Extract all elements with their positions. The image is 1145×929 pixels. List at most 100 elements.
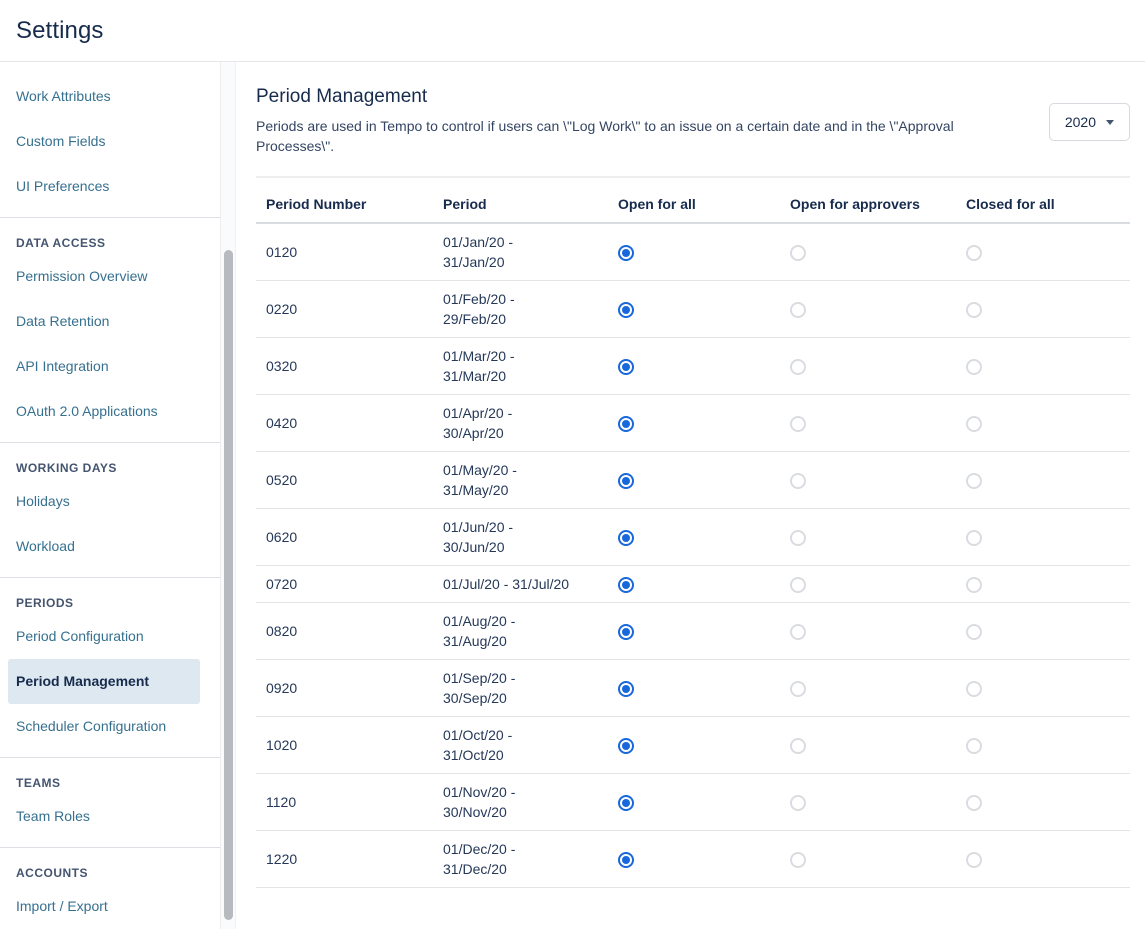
open-for-approvers-radio[interactable] <box>790 852 806 869</box>
table-row: 0520 01/May/20 - 31/May/20 <box>256 451 1130 509</box>
open-for-approvers-radio[interactable] <box>790 473 806 490</box>
column-header-closed-for-all: Closed for all <box>956 177 1130 224</box>
open-for-approvers-cell <box>780 659 956 717</box>
sidebar-item-oauth-2-0-applications[interactable]: OAuth 2.0 Applications <box>16 403 158 419</box>
closed-for-all-radio[interactable] <box>966 416 982 433</box>
open-for-approvers-cell <box>780 337 956 395</box>
table-row: 1220 01/Dec/20 - 31/Dec/20 <box>256 830 1130 888</box>
period-dates-cell: 01/Sep/20 - 30/Sep/20 <box>433 659 608 717</box>
open-for-all-cell <box>608 451 780 509</box>
sidebar-item-period-management[interactable]: Period Management <box>8 659 200 704</box>
sidebar-item-import-export[interactable]: Import / Export <box>16 898 108 914</box>
periods-table-head: Period Number Period Open for all Open f… <box>256 177 1130 224</box>
open-for-approvers-radio[interactable] <box>790 530 806 547</box>
year-select[interactable]: 2020 <box>1048 103 1130 141</box>
sidebar-item-data-retention[interactable]: Data Retention <box>16 313 110 329</box>
sidebar-item-work-attributes[interactable]: Work Attributes <box>16 88 111 104</box>
open-for-all-radio[interactable] <box>618 577 634 594</box>
open-for-all-radio[interactable] <box>618 473 634 490</box>
open-for-all-radio[interactable] <box>618 852 634 869</box>
open-for-all-cell <box>608 659 780 717</box>
open-for-approvers-cell <box>780 451 956 509</box>
period-number-cell: 0720 <box>256 565 433 603</box>
closed-for-all-cell <box>956 394 1130 452</box>
open-for-approvers-cell <box>780 773 956 831</box>
table-row: 0220 01/Feb/20 - 29/Feb/20 <box>256 280 1130 338</box>
sidebar-scrollbar-track[interactable] <box>220 62 236 929</box>
closed-for-all-radio[interactable] <box>966 245 982 262</box>
closed-for-all-radio[interactable] <box>966 473 982 490</box>
period-dates-cell: 01/Apr/20 - 30/Apr/20 <box>433 394 608 452</box>
open-for-all-radio[interactable] <box>618 416 634 433</box>
period-number-cell: 0620 <box>256 508 433 566</box>
open-for-all-cell <box>608 223 780 281</box>
period-number-cell: 1220 <box>256 830 433 888</box>
open-for-approvers-cell <box>780 830 956 888</box>
open-for-approvers-radio[interactable] <box>790 245 806 262</box>
open-for-approvers-radio[interactable] <box>790 795 806 812</box>
closed-for-all-radio[interactable] <box>966 359 982 376</box>
closed-for-all-radio[interactable] <box>966 624 982 641</box>
year-select-value: 2020 <box>1064 114 1096 130</box>
open-for-all-radio[interactable] <box>618 302 634 319</box>
closed-for-all-cell <box>956 565 1130 603</box>
open-for-all-radio[interactable] <box>618 245 634 262</box>
main-header-text: Period Management Periods are used in Te… <box>256 86 1001 156</box>
open-for-all-radio[interactable] <box>618 738 634 755</box>
open-for-approvers-radio[interactable] <box>790 359 806 376</box>
open-for-approvers-cell <box>780 565 956 603</box>
sidebar-item-team-roles[interactable]: Team Roles <box>16 808 90 824</box>
open-for-approvers-cell <box>780 508 956 566</box>
sidebar-divider <box>0 577 220 578</box>
column-header-period: Period <box>433 177 608 224</box>
closed-for-all-radio[interactable] <box>966 681 982 698</box>
sidebar-item-holidays[interactable]: Holidays <box>16 493 70 509</box>
sidebar-item-scheduler-configuration[interactable]: Scheduler Configuration <box>16 718 167 734</box>
open-for-approvers-radio[interactable] <box>790 416 806 433</box>
open-for-approvers-radio[interactable] <box>790 681 806 698</box>
open-for-all-cell <box>608 773 780 831</box>
sidebar-section-data-access: DATA ACCESS <box>16 236 106 250</box>
period-dates-cell: 01/Feb/20 - 29/Feb/20 <box>433 280 608 338</box>
open-for-all-radio[interactable] <box>618 359 634 376</box>
table-row: 0420 01/Apr/20 - 30/Apr/20 <box>256 394 1130 452</box>
sidebar-item-custom-fields[interactable]: Custom Fields <box>16 133 106 149</box>
chevron-down-icon <box>1106 119 1114 125</box>
sidebar-section-periods: PERIODS <box>16 596 74 610</box>
period-dates-cell: 01/Mar/20 - 31/Mar/20 <box>433 337 608 395</box>
closed-for-all-cell <box>956 773 1130 831</box>
open-for-all-cell <box>608 716 780 774</box>
closed-for-all-radio[interactable] <box>966 738 982 755</box>
closed-for-all-radio[interactable] <box>966 302 982 319</box>
sidebar-item-workload[interactable]: Workload <box>16 538 75 554</box>
open-for-all-radio[interactable] <box>618 530 634 547</box>
section-description: Periods are used in Tempo to control if … <box>256 118 954 154</box>
sidebar-item-permission-overview[interactable]: Permission Overview <box>16 268 148 284</box>
table-row: 1020 01/Oct/20 - 31/Oct/20 <box>256 716 1130 774</box>
sidebar-section-working-days: WORKING DAYS <box>16 461 117 475</box>
sidebar-item-period-configuration[interactable]: Period Configuration <box>16 628 144 644</box>
open-for-approvers-radio[interactable] <box>790 738 806 755</box>
open-for-all-radio[interactable] <box>618 795 634 812</box>
closed-for-all-radio[interactable] <box>966 530 982 547</box>
open-for-all-cell <box>608 280 780 338</box>
open-for-approvers-radio[interactable] <box>790 577 806 594</box>
sidebar-scrollbar-thumb[interactable] <box>224 250 233 920</box>
open-for-approvers-radio[interactable] <box>790 302 806 319</box>
closed-for-all-radio[interactable] <box>966 577 982 594</box>
closed-for-all-radio[interactable] <box>966 795 982 812</box>
period-number-cell: 1120 <box>256 773 433 831</box>
sidebar-item-ui-preferences[interactable]: UI Preferences <box>16 178 110 194</box>
sidebar-item-api-integration[interactable]: API Integration <box>16 358 109 374</box>
closed-for-all-radio[interactable] <box>966 852 982 869</box>
open-for-all-cell <box>608 602 780 660</box>
periods-table-body: 0120 01/Jan/20 - 31/Jan/20 0220 01/Feb/2… <box>256 223 1130 888</box>
open-for-all-radio[interactable] <box>618 624 634 641</box>
period-dates-cell: 01/Dec/20 - 31/Dec/20 <box>433 830 608 888</box>
open-for-approvers-cell <box>780 716 956 774</box>
open-for-approvers-radio[interactable] <box>790 624 806 641</box>
period-dates-cell: 01/May/20 - 31/May/20 <box>433 451 608 509</box>
closed-for-all-cell <box>956 830 1130 888</box>
period-dates-cell: 01/Jul/20 - 31/Jul/20 <box>433 565 608 603</box>
open-for-all-radio[interactable] <box>618 681 634 698</box>
